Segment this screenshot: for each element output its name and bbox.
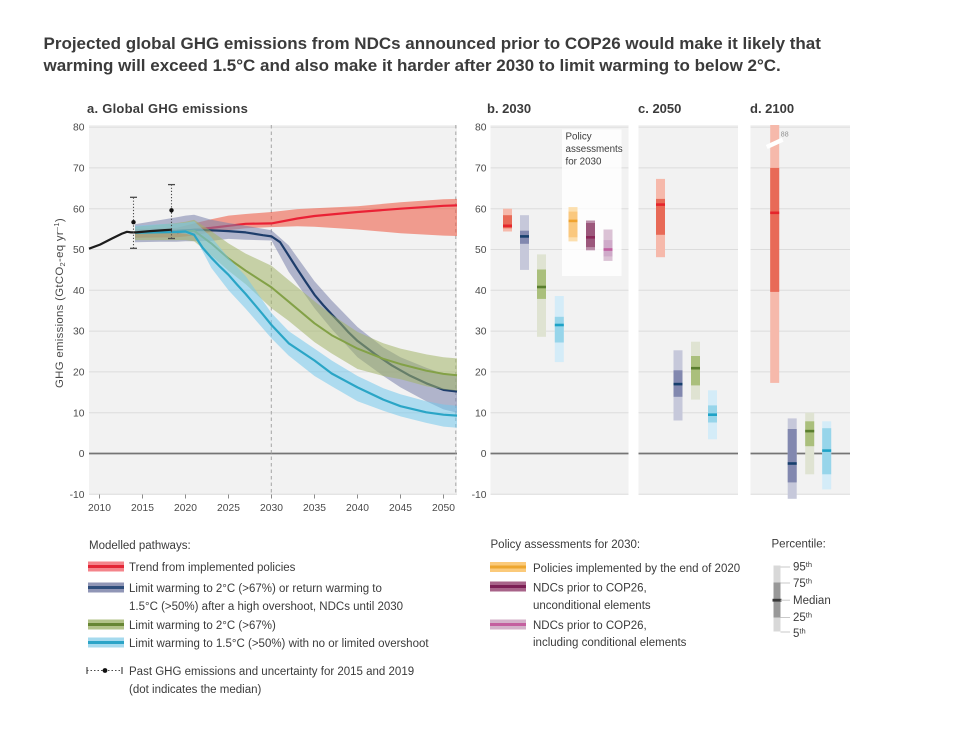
- svg-text:including conditional elements: including conditional elements: [533, 637, 687, 649]
- svg-text:NDCs prior to COP26,: NDCs prior to COP26,: [533, 620, 647, 632]
- svg-text:20: 20: [73, 368, 85, 379]
- svg-text:Limit warming to 2°C (>67%) or: Limit warming to 2°C (>67%) or return wa…: [129, 583, 382, 595]
- svg-text:1.5°C (>50%) after a high over: 1.5°C (>50%) after a high overshoot, NDC…: [129, 601, 403, 613]
- svg-text:2040: 2040: [346, 503, 369, 514]
- svg-text:80: 80: [73, 123, 85, 134]
- svg-text:10: 10: [475, 408, 487, 419]
- svg-text:Limit warming to 2°C (>67%): Limit warming to 2°C (>67%): [129, 620, 276, 632]
- svg-text:30: 30: [73, 327, 85, 338]
- svg-text:30: 30: [475, 327, 487, 338]
- svg-text:Trend from implemented policie: Trend from implemented policies: [129, 562, 296, 574]
- svg-text:2045: 2045: [389, 503, 412, 514]
- svg-text:-10: -10: [472, 490, 487, 501]
- svg-text:88: 88: [781, 131, 789, 138]
- svg-text:Projected global GHG emissions: Projected global GHG emissions from NDCs…: [44, 34, 822, 53]
- svg-text:Modelled pathways:: Modelled pathways:: [89, 540, 191, 552]
- svg-text:GHG emissions (GtCO2-eq yr–1): GHG emissions (GtCO2-eq yr–1): [52, 218, 67, 388]
- svg-text:2020: 2020: [174, 503, 197, 514]
- svg-text:warming will exceed 1.5°C and: warming will exceed 1.5°C and also make …: [43, 56, 781, 75]
- svg-text:-10: -10: [70, 490, 85, 501]
- svg-text:Policy: Policy: [566, 132, 592, 143]
- svg-text:20: 20: [475, 368, 487, 379]
- svg-text:2050: 2050: [432, 503, 455, 514]
- svg-text:for 2030: for 2030: [566, 157, 603, 168]
- svg-text:Policies implemented by the en: Policies implemented by the end of 2020: [533, 563, 740, 575]
- svg-text:Median: Median: [793, 595, 831, 607]
- svg-text:2035: 2035: [303, 503, 326, 514]
- svg-text:80: 80: [475, 123, 487, 134]
- svg-text:2030: 2030: [260, 503, 283, 514]
- svg-text:2015: 2015: [131, 503, 154, 514]
- svg-text:2025: 2025: [217, 503, 240, 514]
- svg-text:unconditional elements: unconditional elements: [533, 600, 651, 612]
- svg-text:50: 50: [475, 245, 487, 256]
- svg-text:Limit warming to 1.5°C (>50%): Limit warming to 1.5°C (>50%) with no or…: [129, 638, 429, 650]
- svg-text:70: 70: [475, 164, 487, 175]
- svg-text:70: 70: [73, 164, 85, 175]
- svg-text:60: 60: [475, 204, 487, 215]
- svg-text:b. 2030: b. 2030: [487, 101, 531, 116]
- svg-text:40: 40: [73, 286, 85, 297]
- svg-text:c. 2050: c. 2050: [638, 101, 681, 116]
- svg-text:assessments: assessments: [566, 144, 623, 155]
- svg-text:a. Global GHG emissions: a. Global GHG emissions: [87, 101, 248, 116]
- svg-text:Past GHG emissions and uncerta: Past GHG emissions and uncertainty for 2…: [129, 666, 414, 678]
- svg-text:2010: 2010: [88, 503, 111, 514]
- svg-text:NDCs prior to COP26,: NDCs prior to COP26,: [533, 583, 647, 595]
- svg-text:50: 50: [73, 245, 85, 256]
- svg-text:10: 10: [73, 408, 85, 419]
- svg-text:(dot indicates the median): (dot indicates the median): [129, 684, 261, 696]
- svg-text:Percentile:: Percentile:: [772, 539, 826, 551]
- svg-text:0: 0: [481, 449, 487, 460]
- svg-text:40: 40: [475, 286, 487, 297]
- svg-text:d. 2100: d. 2100: [750, 101, 794, 116]
- svg-text:60: 60: [73, 204, 85, 215]
- svg-text:0: 0: [79, 449, 85, 460]
- svg-text:Policy assessments for 2030:: Policy assessments for 2030:: [491, 539, 641, 551]
